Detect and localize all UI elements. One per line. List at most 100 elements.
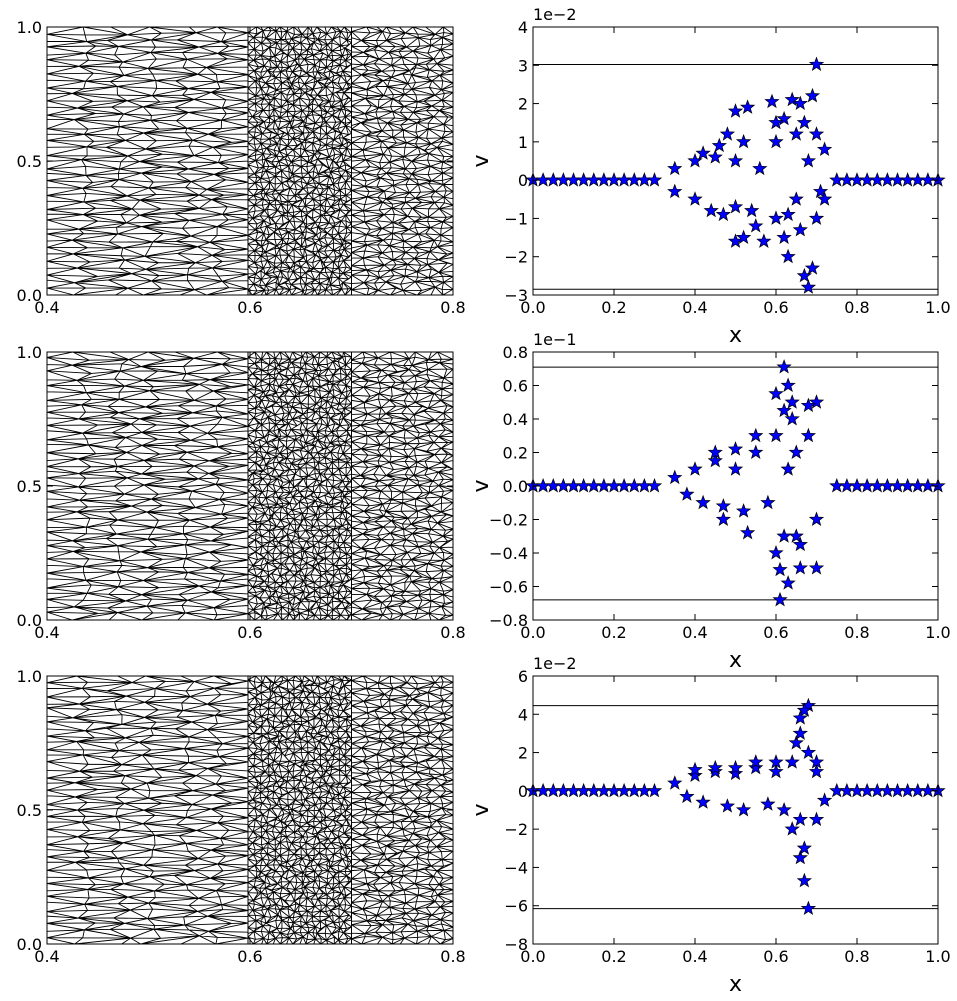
y-tick-label: 4 (518, 18, 528, 37)
star-point (768, 133, 784, 149)
star-point (715, 498, 731, 513)
star-point (792, 221, 808, 237)
star-point (808, 754, 825, 769)
star-point (788, 735, 804, 750)
star-point (707, 759, 723, 775)
star-point (808, 210, 825, 225)
star-point (695, 145, 711, 160)
mesh (47, 352, 453, 620)
star-point (667, 160, 683, 176)
star-point (816, 191, 833, 206)
star-point (646, 172, 663, 187)
star-point (788, 191, 804, 206)
x-tick-label: 0.8 (440, 623, 465, 642)
star-point (760, 796, 776, 811)
star-point (727, 441, 744, 456)
star-point (804, 260, 821, 275)
star-point (727, 152, 744, 168)
y-axis-label: v (469, 154, 494, 167)
star-point (695, 494, 711, 510)
star-point (735, 503, 752, 518)
mesh-edges (248, 676, 352, 944)
mesh (47, 676, 453, 944)
star-point (796, 702, 812, 717)
star-point (776, 110, 792, 126)
star-point (687, 461, 703, 476)
star-point (646, 477, 663, 493)
star-point (796, 114, 812, 130)
star-point (792, 536, 808, 552)
star-point (800, 744, 817, 760)
star-point (719, 798, 736, 813)
star-point (667, 469, 683, 485)
star-point (695, 794, 711, 809)
y-tick-label: 2 (518, 744, 528, 763)
y-tick-label: 0.0 (17, 286, 42, 305)
star-point (776, 402, 792, 418)
star-point (800, 397, 817, 413)
star-point (748, 218, 764, 233)
y-tick-label: 0.5 (17, 152, 42, 171)
star-point (800, 279, 817, 294)
star-point (667, 183, 683, 199)
star-point (792, 560, 808, 575)
star-point (788, 126, 804, 141)
star-point (768, 427, 784, 443)
star-point (752, 160, 768, 176)
star-point (687, 767, 703, 783)
star-point (780, 377, 796, 393)
star-point (808, 126, 825, 141)
star-point (784, 410, 800, 426)
y-tick-label: −0.8 (489, 611, 528, 630)
mesh-edges (47, 676, 248, 944)
star-point (772, 591, 788, 607)
star-point (727, 198, 744, 214)
y-tick-label: −3 (504, 286, 528, 305)
star-point (707, 149, 723, 164)
x-tick-label: 0.8 (440, 947, 465, 966)
star-point (768, 544, 784, 560)
star-point (715, 206, 731, 222)
x-tick-label: 0.4 (682, 623, 707, 642)
star-point (788, 444, 804, 460)
star-point (808, 56, 825, 72)
y-tick-label: −0.6 (489, 578, 528, 597)
y-tick-label: 1.0 (17, 667, 42, 686)
star-point (780, 575, 796, 590)
x-tick-label: 0.4 (34, 623, 59, 642)
star-point (812, 183, 829, 199)
x-tick-label: 1.0 (925, 623, 950, 642)
x-tick-label: 0.8 (844, 947, 869, 966)
star-point (748, 427, 764, 443)
x-tick-label: 0.4 (682, 298, 707, 317)
x-tick-label: 0.8 (844, 623, 869, 642)
star-point (784, 821, 800, 836)
y-tick-label: 4 (518, 705, 528, 724)
star-point (804, 87, 821, 103)
star-point (788, 528, 804, 543)
y-tick-label: −4 (504, 858, 528, 877)
star-point (735, 801, 752, 817)
star-point (727, 461, 744, 476)
star-point (764, 93, 780, 109)
star-point (780, 461, 796, 476)
x-tick-label: 0.2 (601, 298, 626, 317)
x-tick-label: 0.0 (520, 947, 545, 966)
offset-text: 1e−2 (533, 654, 577, 673)
y-tick-label: 1.0 (17, 18, 42, 37)
star-point (667, 775, 683, 790)
y-tick-label: 1 (518, 133, 528, 152)
x-tick-label: 0.6 (237, 947, 262, 966)
x-tick-label: 0.6 (763, 623, 788, 642)
star-point (768, 385, 784, 401)
star-point (792, 710, 808, 725)
x-tick-label: 1.0 (925, 947, 950, 966)
y-tick-label: 1.0 (17, 343, 42, 362)
y-tick-label: 0.8 (503, 343, 528, 362)
mesh-edges (248, 352, 352, 620)
y-tick-label: 3 (518, 56, 528, 75)
star-point (768, 210, 784, 225)
star-point (748, 444, 764, 460)
y-tick-label: 0.0 (17, 935, 42, 954)
